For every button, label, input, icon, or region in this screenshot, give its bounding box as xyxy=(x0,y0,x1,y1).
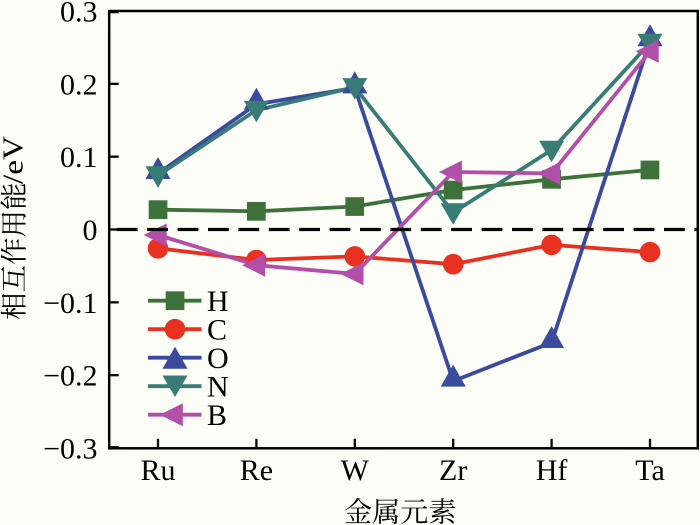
svg-text:Ru: Ru xyxy=(140,454,175,487)
svg-text:Re: Re xyxy=(240,454,273,487)
svg-text:H: H xyxy=(207,285,229,318)
svg-text:B: B xyxy=(207,399,227,432)
svg-text:O: O xyxy=(207,342,229,375)
svg-text:Hf: Hf xyxy=(536,454,568,487)
svg-text:−0.2: −0.2 xyxy=(43,360,97,393)
svg-text:−0.3: −0.3 xyxy=(43,433,97,466)
svg-text:0.2: 0.2 xyxy=(60,68,98,101)
svg-text:C: C xyxy=(207,314,227,347)
svg-text:0: 0 xyxy=(83,214,98,247)
svg-text:W: W xyxy=(341,454,370,487)
svg-text:0.3: 0.3 xyxy=(60,0,98,29)
svg-text:Zr: Zr xyxy=(439,454,467,487)
svg-text:/eV: /eV xyxy=(0,136,29,184)
svg-text:−0.1: −0.1 xyxy=(43,287,97,320)
svg-text:0.1: 0.1 xyxy=(60,141,98,174)
svg-text:N: N xyxy=(207,371,229,404)
svg-text:Ta: Ta xyxy=(635,454,665,487)
